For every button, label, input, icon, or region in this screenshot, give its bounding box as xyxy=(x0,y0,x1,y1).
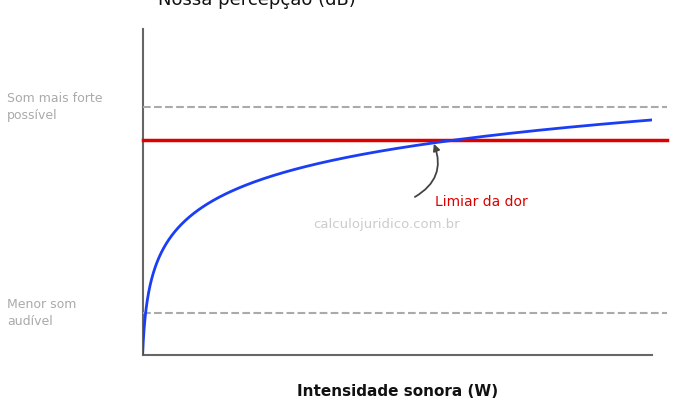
Text: calculojuridico.com.br: calculojuridico.com.br xyxy=(314,218,460,231)
Text: Nossa percepção (dB): Nossa percepção (dB) xyxy=(158,0,356,9)
Text: Limiar da dor: Limiar da dor xyxy=(435,195,528,208)
Text: Som mais forte
possível: Som mais forte possível xyxy=(7,92,103,122)
Text: Intensidade sonora (W): Intensidade sonora (W) xyxy=(297,384,498,399)
Text: Menor som
audível: Menor som audível xyxy=(7,297,76,328)
